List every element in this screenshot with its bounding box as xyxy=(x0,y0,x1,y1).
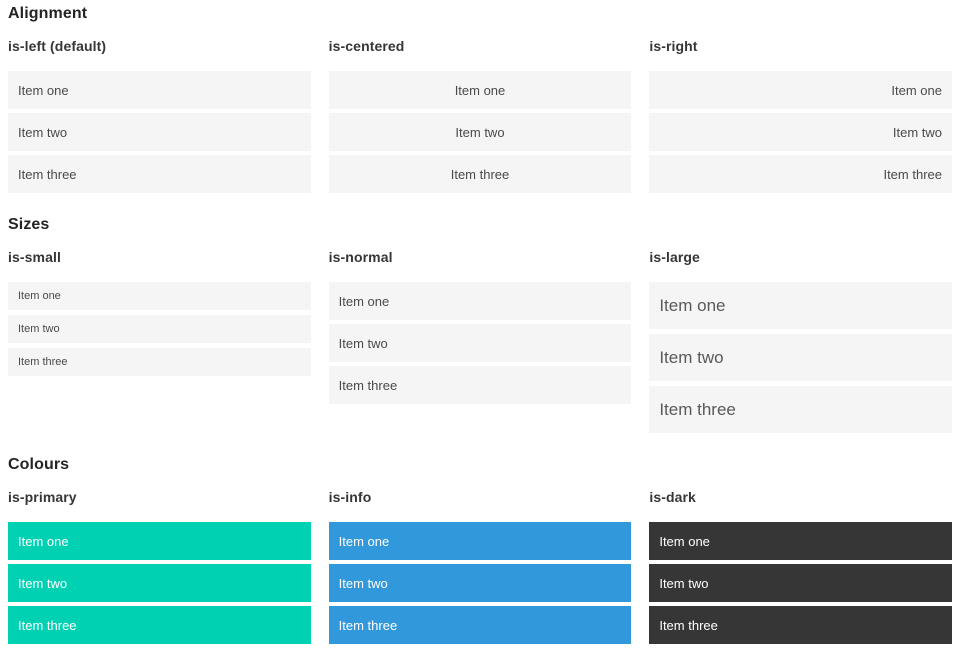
variant-label: is-primary xyxy=(8,489,77,505)
column-normal: is-normal Item one Item two Item three xyxy=(328,249,632,404)
column-left: is-left (default) Item one Item two Item t… xyxy=(8,38,311,193)
item-list: Item one Item two Item three xyxy=(328,282,632,404)
section-grid: is-small Item one Item two Item three is-n… xyxy=(8,249,952,433)
variant-label: is-dark xyxy=(649,489,696,505)
item-list: Item one Item two Item three xyxy=(649,71,952,193)
variant-label: is-info xyxy=(328,489,372,505)
list-item: Item two xyxy=(328,113,632,151)
list-item: Item two xyxy=(328,324,632,362)
list-item: Item three xyxy=(649,155,952,193)
item-list: Item one Item two Item three xyxy=(649,282,952,433)
list-item: Item two xyxy=(8,113,311,151)
item-list: Item one Item two Item three xyxy=(8,71,311,193)
column-info: is-info Item one Item two Item three xyxy=(328,489,632,644)
list-item: Item three xyxy=(8,155,311,193)
list-item: Item one xyxy=(8,282,311,310)
variant-label: is-right xyxy=(649,38,698,54)
list-item: Item three xyxy=(8,606,311,644)
list-item: Item two xyxy=(8,315,311,343)
list-item: Item one xyxy=(328,282,632,320)
column-large: is-large Item one Item two Item three xyxy=(649,249,952,433)
item-list: Item one Item two Item three xyxy=(8,282,311,376)
list-item: Item three xyxy=(649,606,952,644)
column-right: is-right Item one Item two Item three xyxy=(649,38,952,193)
list-item: Item two xyxy=(8,564,311,602)
list-item: Item one xyxy=(328,71,632,109)
section-title: Alignment xyxy=(8,5,88,22)
item-list: Item one Item two Item three xyxy=(328,522,632,644)
section-sizes: Sizes is-small Item one Item two Item thre… xyxy=(8,215,952,433)
section-title: Sizes xyxy=(8,216,50,233)
section-colours: Colours is-primary Item one Item two Item … xyxy=(8,455,952,644)
item-list: Item one Item two Item three xyxy=(328,71,632,193)
list-item: Item one xyxy=(649,282,952,329)
list-item: Item one xyxy=(649,522,952,560)
component-demo-page: Alignment is-left (default) Item one Item… xyxy=(8,4,952,644)
list-item: Item two xyxy=(649,564,952,602)
column-dark: is-dark Item one Item two Item three xyxy=(649,489,952,644)
variant-label: is-normal xyxy=(328,249,393,265)
list-item: Item two xyxy=(328,564,632,602)
column-primary: is-primary Item one Item two Item three xyxy=(8,489,311,644)
section-title: Colours xyxy=(8,456,70,473)
list-item: Item three xyxy=(649,386,952,433)
list-item: Item three xyxy=(8,348,311,376)
column-centered: is-centered Item one Item two Item three xyxy=(328,38,632,193)
variant-label: is-small xyxy=(8,249,61,265)
item-list: Item one Item two Item three xyxy=(8,522,311,644)
section-grid: is-left (default) Item one Item two Item t… xyxy=(8,38,952,193)
list-item: Item three xyxy=(328,155,632,193)
list-item: Item one xyxy=(649,71,952,109)
variant-label: is-left (default) xyxy=(8,38,107,54)
column-small: is-small Item one Item two Item three xyxy=(8,249,311,376)
list-item: Item one xyxy=(8,71,311,109)
list-item: Item one xyxy=(328,522,632,560)
list-item: Item two xyxy=(649,113,952,151)
list-item: Item two xyxy=(649,334,952,381)
section-grid: is-primary Item one Item two Item three is… xyxy=(8,489,952,644)
list-item: Item three xyxy=(328,366,632,404)
variant-label: is-large xyxy=(649,249,700,265)
item-list: Item one Item two Item three xyxy=(649,522,952,644)
list-item: Item one xyxy=(8,522,311,560)
list-item: Item three xyxy=(328,606,632,644)
variant-label: is-centered xyxy=(328,38,405,54)
section-alignment: Alignment is-left (default) Item one Item… xyxy=(8,4,952,193)
